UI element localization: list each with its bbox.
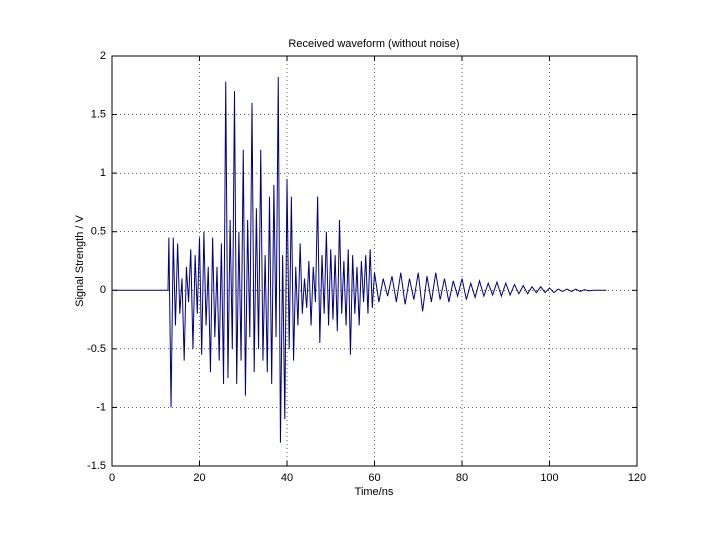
data-line xyxy=(112,77,607,443)
y-tick-label: -0.5 xyxy=(87,343,106,355)
x-tick-label: 120 xyxy=(628,472,646,484)
y-tick-label: -1.5 xyxy=(87,460,106,472)
x-tick-label: 100 xyxy=(540,472,558,484)
x-tick-label: 60 xyxy=(368,472,380,484)
x-tick-label: 40 xyxy=(281,472,293,484)
y-axis-label: Signal Strength / V xyxy=(74,214,86,306)
y-tick-label: -1 xyxy=(96,401,106,413)
plot-frame xyxy=(111,55,638,467)
x-tick-label: 20 xyxy=(193,472,205,484)
y-tick-label: 2 xyxy=(100,50,106,62)
x-tick-label: 0 xyxy=(109,472,115,484)
chart-title: Received waveform (without noise) xyxy=(288,38,459,50)
x-tick-label: 80 xyxy=(456,472,468,484)
x-axis-label: Time/ns xyxy=(355,486,394,498)
y-tick-label: 0.5 xyxy=(91,226,106,238)
y-tick-label: 1 xyxy=(100,167,106,179)
y-tick-label: 0 xyxy=(100,284,106,296)
y-tick-label: 1.5 xyxy=(91,108,106,120)
